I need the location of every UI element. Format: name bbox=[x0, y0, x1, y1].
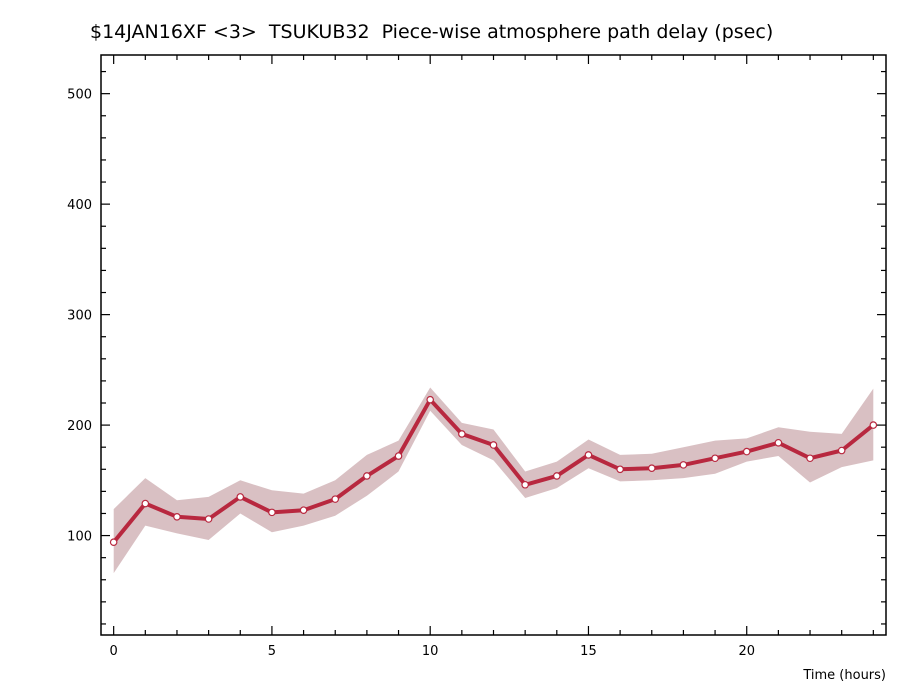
data-point bbox=[616, 465, 624, 474]
data-point bbox=[109, 538, 118, 547]
data-point bbox=[173, 512, 181, 521]
chart-title: $14JAN16XF <3> TSUKUB32 Piece-wise atmos… bbox=[90, 21, 773, 43]
data-point bbox=[299, 506, 308, 514]
data-point bbox=[363, 472, 371, 480]
data-point bbox=[141, 499, 150, 508]
y-tick-label: 400 bbox=[67, 198, 92, 213]
x-tick-label: 0 bbox=[110, 644, 118, 659]
data-point bbox=[806, 454, 814, 463]
axes: 0 5 10 15 20 100 200 300 400 500 bbox=[67, 54, 887, 659]
uncertainty-band bbox=[113, 387, 874, 574]
x-tick-label: 10 bbox=[422, 644, 439, 659]
x-tick-label: 15 bbox=[580, 644, 597, 659]
data-point bbox=[553, 472, 561, 480]
data-point-layer bbox=[109, 395, 878, 547]
y-tick-label: 500 bbox=[67, 88, 92, 103]
data-point bbox=[647, 464, 656, 472]
data-point bbox=[394, 452, 403, 460]
data-point bbox=[268, 508, 276, 517]
data-point bbox=[774, 438, 783, 447]
data-point bbox=[204, 515, 213, 523]
data-point bbox=[742, 447, 751, 456]
data-point bbox=[458, 430, 466, 438]
data-point bbox=[837, 446, 846, 455]
x-tick-label: 5 bbox=[268, 644, 276, 659]
plot-frame bbox=[100, 54, 887, 636]
y-tick-label: 100 bbox=[67, 530, 92, 545]
data-point bbox=[426, 395, 434, 404]
y-tick-label: 200 bbox=[67, 419, 92, 434]
data-point bbox=[584, 451, 593, 459]
data-point bbox=[679, 461, 688, 469]
data-point bbox=[521, 480, 529, 489]
x-tick-label: 20 bbox=[738, 644, 755, 659]
data-point bbox=[236, 493, 245, 501]
data-point bbox=[711, 454, 719, 463]
data-point bbox=[869, 421, 878, 429]
data-point bbox=[489, 441, 498, 449]
x-axis-label: Time (hours) bbox=[802, 668, 886, 683]
data-point bbox=[331, 495, 340, 503]
y-tick-label: 300 bbox=[67, 309, 92, 324]
uncertainty-band-layer bbox=[113, 387, 874, 574]
